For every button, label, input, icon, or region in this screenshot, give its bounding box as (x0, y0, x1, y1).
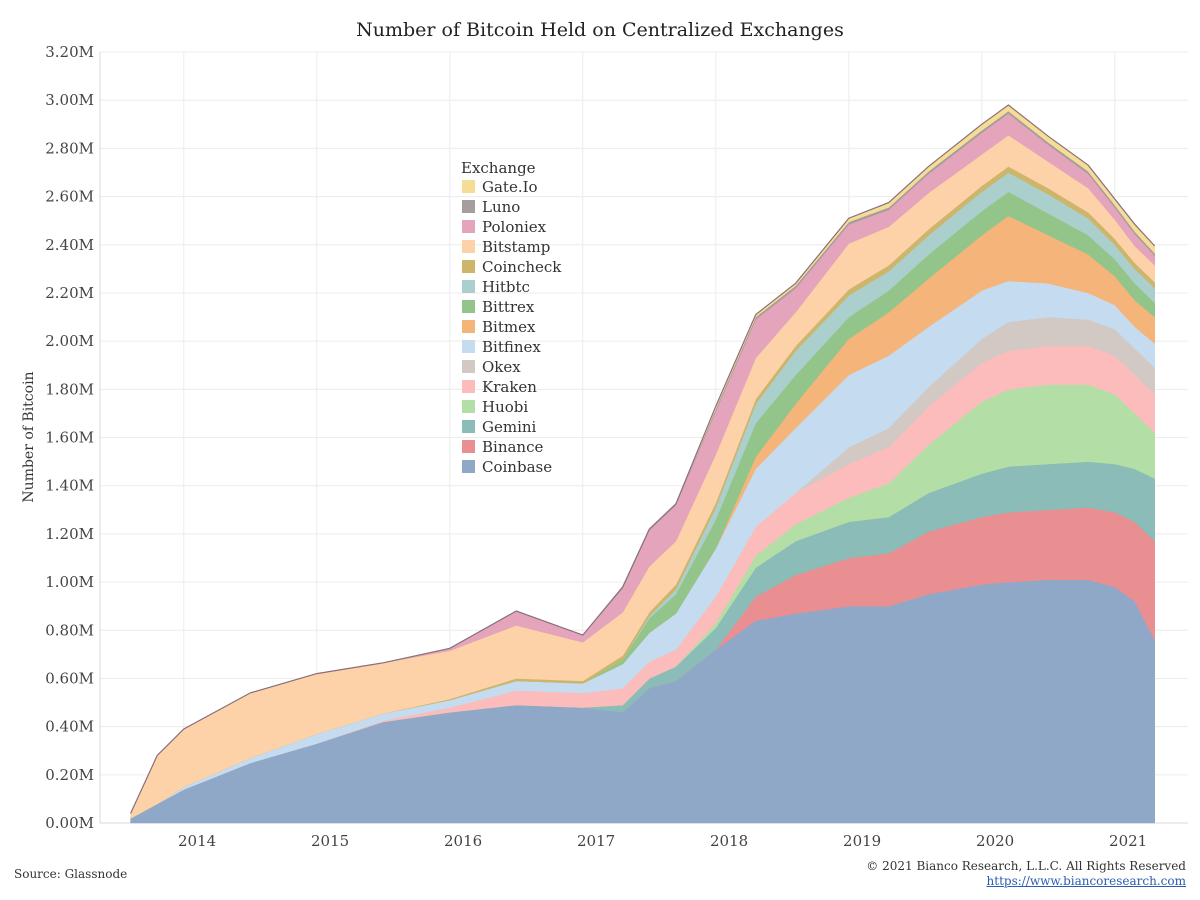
legend-swatch (462, 300, 475, 313)
x-tick-label: 2015 (311, 832, 349, 850)
y-tick-label: 0.00M (45, 814, 94, 832)
legend-item: Luno (462, 198, 520, 216)
legend-swatch (462, 180, 475, 193)
y-tick-label: 0.20M (45, 766, 94, 784)
legend-item: Okex (462, 358, 521, 376)
legend-label: Coinbase (482, 458, 552, 476)
legend-swatch (462, 260, 475, 273)
legend-swatch (462, 460, 475, 473)
x-tick-label: 2021 (1109, 832, 1147, 850)
legend-swatch (462, 200, 475, 213)
legend-label: Poloniex (482, 218, 547, 236)
y-tick-label: 3.00M (45, 91, 94, 109)
legend-label: Coincheck (482, 258, 562, 276)
legend-label: Bittrex (482, 298, 535, 316)
x-tick-label: 2016 (444, 832, 482, 850)
copyright-note: © 2021 Bianco Research, L.L.C. All Right… (866, 859, 1186, 873)
legend-label: Okex (482, 358, 521, 376)
legend-title: Exchange (461, 159, 536, 177)
y-tick-label: 1.40M (45, 477, 94, 495)
legend-label: Bitstamp (482, 238, 550, 256)
legend-label: Binance (482, 438, 543, 456)
x-tick-label: 2018 (710, 832, 748, 850)
y-tick-label: 1.20M (45, 525, 94, 543)
y-tick-label: 1.80M (45, 380, 94, 398)
legend-swatch (462, 440, 475, 453)
legend-item: Coincheck (462, 258, 562, 276)
legend: Exchange Gate.Io Luno Poloniex Bitstamp Coin… (461, 159, 562, 476)
legend-items: Gate.Io Luno Poloniex Bitstamp Coincheck Hitb… (462, 178, 562, 476)
website-link[interactable]: https://www.biancoresearch.com (986, 874, 1186, 888)
stacked-areas (130, 104, 1156, 824)
legend-label: Gemini (482, 418, 537, 436)
x-tick-label: 2014 (178, 832, 216, 850)
legend-swatch (462, 360, 475, 373)
legend-item: Bitmex (462, 318, 536, 336)
x-tick-label: 2017 (577, 832, 615, 850)
legend-item: Hitbtc (462, 278, 530, 296)
y-tick-label: 2.20M (45, 284, 94, 302)
y-axis-ticks: 0.00M 0.20M 0.40M 0.60M 0.80M 1.00M 1.20M 1.40M… (45, 43, 94, 832)
x-axis-ticks: 2014 2015 2016 2017 2018 2019 2020 2021 (178, 832, 1147, 850)
legend-item: Bittrex (462, 298, 535, 316)
legend-swatch (462, 340, 475, 353)
legend-item: Kraken (462, 378, 537, 396)
y-tick-label: 2.00M (45, 332, 94, 350)
legend-item: Poloniex (462, 218, 547, 236)
legend-label: Gate.Io (482, 178, 538, 196)
legend-swatch (462, 280, 475, 293)
legend-item: Bitstamp (462, 238, 550, 256)
legend-swatch (462, 320, 475, 333)
legend-swatch (462, 380, 475, 393)
y-tick-label: 2.80M (45, 139, 94, 157)
y-tick-label: 1.60M (45, 429, 94, 447)
legend-item: Binance (462, 438, 543, 456)
x-tick-label: 2020 (976, 832, 1014, 850)
legend-item: Bitfinex (462, 338, 541, 356)
y-tick-label: 2.60M (45, 188, 94, 206)
x-tick-label: 2019 (843, 832, 881, 850)
legend-swatch (462, 420, 475, 433)
legend-item: Huobi (462, 398, 528, 416)
total-outline (130, 104, 1156, 814)
y-tick-label: 3.20M (45, 43, 94, 61)
legend-label: Huobi (482, 398, 528, 416)
legend-label: Bitmex (482, 318, 536, 336)
legend-swatch (462, 240, 475, 253)
legend-item: Coinbase (462, 458, 552, 476)
y-tick-label: 0.40M (45, 718, 94, 736)
legend-label: Luno (482, 198, 520, 216)
legend-item: Gate.Io (462, 178, 538, 196)
y-axis-title: Number of Bitcoin (21, 371, 37, 502)
legend-label: Bitfinex (482, 338, 541, 356)
y-tick-label: 1.00M (45, 573, 94, 591)
legend-item: Gemini (462, 418, 537, 436)
y-tick-label: 2.40M (45, 236, 94, 254)
y-tick-label: 0.80M (45, 621, 94, 639)
legend-label: Hitbtc (482, 278, 530, 296)
legend-swatch (462, 400, 475, 413)
chart-title: Number of Bitcoin Held on Centralized Ex… (356, 19, 844, 41)
source-note: Source: Glassnode (14, 867, 128, 881)
legend-swatch (462, 220, 475, 233)
legend-label: Kraken (482, 378, 537, 396)
y-tick-label: 0.60M (45, 669, 94, 687)
